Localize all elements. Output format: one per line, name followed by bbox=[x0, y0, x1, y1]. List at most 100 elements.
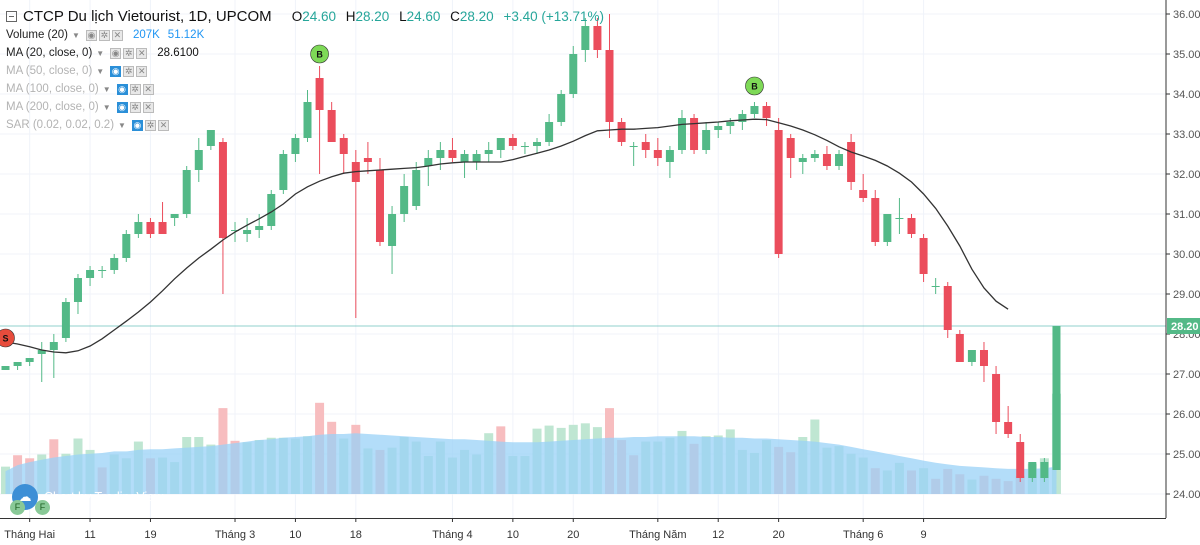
chevron-down-icon[interactable]: ▼ bbox=[96, 48, 105, 58]
candle-body bbox=[206, 130, 215, 146]
last-price-label: 28.20 bbox=[1171, 321, 1199, 333]
indicator-label[interactable]: MA (20, close, 0) bbox=[6, 47, 93, 59]
x-tick-label: 20 bbox=[772, 529, 784, 541]
eye-icon[interactable]: ◉ bbox=[110, 65, 122, 77]
candle-body bbox=[496, 138, 505, 150]
collapse-icon[interactable] bbox=[6, 10, 17, 22]
candle-body bbox=[388, 214, 397, 246]
low-label: L bbox=[399, 8, 407, 24]
candle-body bbox=[134, 222, 143, 234]
chevron-down-icon[interactable]: ▼ bbox=[96, 66, 105, 76]
x-tick-label: Tháng Năm bbox=[629, 529, 686, 541]
indicator-row[interactable]: Volume (20) ▼ ◉ ✲ ✕ 207K 51.12K bbox=[6, 26, 604, 44]
candle-body bbox=[798, 158, 807, 162]
close-icon[interactable]: ✕ bbox=[136, 65, 148, 77]
candle-body bbox=[508, 138, 517, 146]
candle-body bbox=[702, 130, 711, 150]
close-icon[interactable]: ✕ bbox=[142, 83, 154, 95]
candle-body bbox=[967, 350, 976, 362]
candle-body bbox=[750, 106, 759, 114]
flag-button-1[interactable]: F bbox=[10, 500, 25, 515]
eye-icon[interactable]: ◉ bbox=[131, 119, 143, 131]
candle-body bbox=[424, 158, 433, 166]
indicator-label[interactable]: SAR (0.02, 0.02, 0.2) bbox=[6, 119, 115, 131]
gear-icon[interactable]: ✲ bbox=[123, 47, 135, 59]
candle-body bbox=[895, 218, 904, 219]
chevron-down-icon[interactable]: ▼ bbox=[102, 84, 111, 94]
indicator-row[interactable]: MA (200, close, 0) ▼ ◉ ✲ ✕ bbox=[6, 98, 604, 116]
marker-label: S bbox=[2, 334, 8, 344]
marker-label: B bbox=[751, 82, 758, 92]
close-icon[interactable]: ✕ bbox=[136, 47, 148, 59]
open-value: 24.60 bbox=[302, 8, 336, 24]
y-tick-label: 30.00 bbox=[1173, 249, 1200, 261]
sell-marker bbox=[0, 328, 15, 348]
watermark-text: Chart by TradingView bbox=[44, 490, 164, 504]
gear-icon[interactable]: ✲ bbox=[98, 29, 110, 41]
gear-icon[interactable]: ✲ bbox=[129, 83, 141, 95]
candle-body bbox=[412, 170, 421, 206]
x-tick-label: Tháng 6 bbox=[843, 529, 883, 541]
candle-body bbox=[641, 142, 650, 150]
candle-body bbox=[786, 138, 795, 158]
indicator-label[interactable]: MA (50, close, 0) bbox=[6, 65, 93, 77]
candle-body bbox=[484, 150, 493, 154]
eye-icon[interactable]: ◉ bbox=[116, 101, 128, 113]
close-icon[interactable]: ✕ bbox=[157, 119, 169, 131]
indicator-label[interactable]: MA (200, close, 0) bbox=[6, 101, 99, 113]
chevron-down-icon[interactable]: ▼ bbox=[72, 30, 80, 40]
candle-body bbox=[267, 194, 276, 226]
eye-icon[interactable]: ◉ bbox=[110, 47, 122, 59]
chevron-down-icon[interactable]: ▼ bbox=[102, 102, 111, 112]
indicator-label[interactable]: Volume (20) bbox=[6, 29, 69, 41]
symbol-title[interactable]: CTCP Du lịch Vietourist, 1D, UPCOM bbox=[23, 7, 272, 25]
indicator-value: 207K bbox=[132, 29, 160, 41]
x-tick-label: Tháng 3 bbox=[215, 529, 255, 541]
candle-body bbox=[73, 278, 82, 302]
y-tick-label: 36.00 bbox=[1173, 9, 1200, 21]
candle-body bbox=[992, 374, 1001, 422]
chevron-down-icon[interactable]: ▼ bbox=[118, 120, 126, 130]
close-icon[interactable]: ✕ bbox=[111, 29, 123, 41]
eye-icon[interactable]: ◉ bbox=[116, 83, 128, 95]
candle-body bbox=[762, 106, 771, 118]
candle-body bbox=[146, 222, 155, 234]
candle-body bbox=[665, 150, 674, 162]
candle-body bbox=[182, 170, 191, 214]
candle-body bbox=[1028, 462, 1037, 478]
close-value: 28.20 bbox=[459, 8, 494, 24]
gear-icon[interactable]: ✲ bbox=[144, 119, 156, 131]
candle-body bbox=[436, 150, 445, 158]
candle-body bbox=[714, 126, 723, 130]
y-tick-label: 35.00 bbox=[1173, 49, 1200, 61]
x-tick-label: 12 bbox=[712, 529, 724, 541]
close-icon[interactable]: ✕ bbox=[142, 101, 154, 113]
x-tick-label: 19 bbox=[144, 529, 156, 541]
candle-body bbox=[919, 238, 928, 274]
x-tick-label: Tháng 4 bbox=[432, 529, 472, 541]
open-label: O bbox=[291, 8, 303, 24]
candle-body bbox=[931, 286, 940, 287]
candle-body bbox=[835, 154, 844, 166]
gear-icon[interactable]: ✲ bbox=[129, 101, 141, 113]
candle-body bbox=[605, 50, 614, 122]
candle-body bbox=[13, 362, 22, 366]
indicator-list: Volume (20) ▼ ◉ ✲ ✕ 207K 51.12K MA (20, close, … bbox=[6, 26, 604, 134]
indicator-label[interactable]: MA (100, close, 0) bbox=[6, 83, 99, 95]
eye-icon[interactable]: ◉ bbox=[85, 29, 97, 41]
candle-body bbox=[557, 94, 566, 122]
candle-body bbox=[49, 342, 58, 350]
indicator-row[interactable]: MA (50, close, 0) ▼ ◉ ✲ ✕ bbox=[6, 62, 604, 80]
candle-body bbox=[243, 230, 252, 234]
indicator-row[interactable]: MA (20, close, 0) ▼ ◉ ✲ ✕ 28.6100 bbox=[6, 44, 604, 62]
indicator-row[interactable]: SAR (0.02, 0.02, 0.2) ▼ ◉ ✲ ✕ bbox=[6, 116, 604, 134]
gear-icon[interactable]: ✲ bbox=[123, 65, 135, 77]
flag-button-2[interactable]: F bbox=[35, 500, 50, 515]
chart-legend: CTCP Du lịch Vietourist, 1D, UPCOM O24.6… bbox=[6, 6, 604, 134]
candle-body bbox=[375, 170, 384, 242]
candle-body bbox=[327, 110, 336, 142]
indicator-row[interactable]: MA (100, close, 0) ▼ ◉ ✲ ✕ bbox=[6, 80, 604, 98]
candle-body bbox=[677, 118, 686, 150]
candle-body bbox=[1016, 442, 1025, 478]
